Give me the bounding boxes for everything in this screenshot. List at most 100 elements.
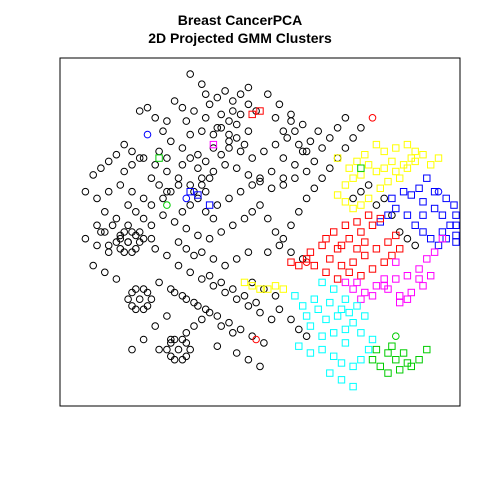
data-point [357,228,365,236]
data-point [380,258,388,266]
data-point [143,288,152,297]
data-point [198,315,206,324]
data-point [287,315,295,324]
data-point [256,174,264,182]
data-point [163,201,171,209]
data-point [302,258,311,267]
data-point [330,352,338,361]
data-point [271,228,280,236]
data-point [256,201,264,209]
data-point [353,157,361,166]
data-point [392,144,400,152]
data-point [279,285,288,293]
data-point [182,194,191,203]
data-point [388,342,396,350]
data-point [205,100,214,109]
data-point [170,288,179,297]
data-point [407,362,416,371]
data-point [217,278,225,287]
data-point [128,187,136,196]
data-point [190,251,198,260]
data-point [452,211,460,219]
data-point [182,245,191,253]
data-point [182,224,191,233]
data-point [260,147,268,156]
data-point [209,214,218,223]
data-point [452,238,460,246]
data-point [264,90,272,98]
data-point [333,312,342,320]
data-point [209,167,218,176]
data-point [225,194,233,203]
data-point [326,164,334,172]
data-point [396,245,404,253]
data-point [427,235,435,243]
data-point [128,248,136,256]
data-point [116,245,125,253]
data-point [244,171,253,179]
data-point [361,251,369,260]
data-point [116,181,125,189]
data-point [306,137,315,146]
data-point [353,218,361,226]
data-point [442,194,450,203]
data-point [128,161,136,169]
data-point [388,211,396,219]
data-point [163,345,171,354]
data-point [178,161,187,169]
data-point [341,144,350,152]
data-point [306,248,315,256]
data-point [452,221,460,230]
data-point [291,127,299,135]
data-point [244,355,253,364]
data-point [232,134,241,142]
data-point [167,352,175,361]
data-point [318,144,326,152]
data-point [298,147,307,156]
data-point [217,150,225,159]
data-point [291,292,299,300]
data-point [104,248,113,256]
data-point [353,278,361,287]
data-point [190,322,198,330]
data-point [349,134,357,142]
data-point [139,194,148,203]
data-point [143,130,152,139]
data-point [178,144,187,152]
chart-subtitle: 2D Projected GMM Clusters [148,30,332,46]
data-point [236,110,245,119]
data-point [384,369,392,377]
data-point [384,177,392,186]
data-point [236,187,245,196]
data-point [155,181,163,189]
data-point [198,181,206,189]
data-point [423,345,431,354]
data-point [89,171,97,179]
data-point [248,110,256,119]
data-point [143,103,152,112]
data-point [361,151,369,159]
data-point [364,345,373,354]
data-point [271,114,280,122]
data-point [302,194,311,203]
data-point [104,157,113,166]
data-point [326,298,334,307]
data-point [287,221,295,230]
data-point [306,349,315,357]
data-point [376,214,385,223]
data-point [345,235,353,243]
data-point [159,211,167,219]
data-point [101,228,109,236]
data-point [155,147,163,156]
data-point [364,181,373,189]
data-point [333,154,342,162]
data-point [147,295,156,304]
data-point [170,97,179,105]
data-point [407,288,416,297]
data-point [415,184,423,193]
data-point [330,228,338,236]
data-point [419,211,427,219]
data-point [438,228,447,236]
data-point [225,117,233,125]
data-point [89,261,97,270]
